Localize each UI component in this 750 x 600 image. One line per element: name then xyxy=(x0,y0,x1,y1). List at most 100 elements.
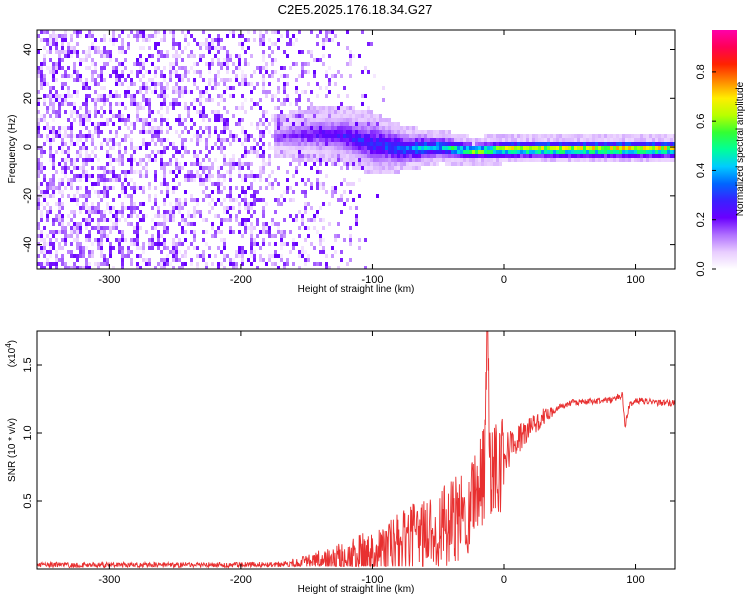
spectrogram-cell xyxy=(283,218,286,222)
spectrogram-cell xyxy=(43,62,46,66)
spectrogram-cell xyxy=(337,134,340,138)
spectrogram-cell xyxy=(85,234,88,238)
spectrogram-cell xyxy=(103,34,106,38)
spectrogram-cell xyxy=(46,66,49,70)
spectrogram-cell xyxy=(229,174,232,178)
spectrogram-cell xyxy=(85,206,88,210)
spectrogram-cell xyxy=(112,122,115,126)
spectrogram-cell xyxy=(301,122,304,126)
spectrogram-cell xyxy=(214,46,217,50)
spectrogram-cell xyxy=(193,150,196,154)
spectrogram-cell xyxy=(130,158,133,162)
spectrogram-cell xyxy=(202,178,205,182)
spectrogram-cell xyxy=(139,58,142,62)
spectrogram-cell xyxy=(166,94,169,98)
spectrogram-cell xyxy=(340,166,343,170)
spectrogram-cell xyxy=(604,138,607,142)
spectrogram-cell xyxy=(100,226,103,230)
spectrogram-cell xyxy=(73,238,76,242)
spectrogram-cell xyxy=(130,130,133,134)
spectrogram-cell xyxy=(223,162,226,166)
spectrogram-cell xyxy=(205,98,208,102)
spectrogram-cell xyxy=(337,42,340,46)
spectrogram-cell xyxy=(190,198,193,202)
spectrogram-cell xyxy=(130,238,133,242)
spectrogram-cell xyxy=(85,246,88,250)
spectrogram-cell xyxy=(289,118,292,122)
spectrogram-cell xyxy=(160,190,163,194)
spectrogram-cell xyxy=(193,98,196,102)
spectrogram-cell xyxy=(379,130,382,134)
spectrogram-cell xyxy=(271,222,274,226)
spectrogram-cell xyxy=(526,158,529,162)
spectrogram-cell xyxy=(172,190,175,194)
spectrogram-cell xyxy=(385,162,388,166)
spectrogram-cell xyxy=(670,138,673,142)
spectrogram-cell xyxy=(154,226,157,230)
spectrogram-cell xyxy=(160,258,163,262)
spectrogram-cell xyxy=(43,266,46,269)
spectrogram-cell xyxy=(334,138,337,142)
spectrogram-cell xyxy=(466,142,469,146)
spectrogram-cell xyxy=(154,222,157,226)
spectrogram-cell xyxy=(304,210,307,214)
spectrogram-cell xyxy=(97,202,100,206)
spectrogram-cell xyxy=(100,242,103,246)
spectrogram-cell xyxy=(256,234,259,238)
spectrogram-cell xyxy=(670,146,673,150)
spectrogram-cell xyxy=(37,166,40,170)
spectrogram-cell xyxy=(163,66,166,70)
spectrogram-cell xyxy=(55,38,58,42)
spectrogram-cell xyxy=(268,38,271,42)
spectrogram-cell xyxy=(163,162,166,166)
spectrogram-cell xyxy=(49,206,52,210)
spectrogram-cell xyxy=(61,206,64,210)
spectrogram-cell xyxy=(37,262,40,266)
spectrogram-cell xyxy=(229,262,232,266)
spectrogram-cell xyxy=(136,214,139,218)
spectrogram-cell xyxy=(37,34,40,38)
spectrogram-cell xyxy=(340,158,343,162)
spectrogram-cell xyxy=(46,214,49,218)
spectrogram-cell xyxy=(217,82,220,86)
spectrogram-cell xyxy=(349,158,352,162)
spectrogram-cell xyxy=(358,122,361,126)
spectrogram-cell xyxy=(274,178,277,182)
spectrogram-cell xyxy=(667,158,670,162)
spectrogram-cell xyxy=(319,170,322,174)
spectrogram-cell xyxy=(652,150,655,154)
spectrogram-cell xyxy=(46,94,49,98)
spectrogram-cell xyxy=(277,254,280,258)
spectrogram-cell xyxy=(304,258,307,262)
spectrogram-cell xyxy=(664,138,667,142)
spectrogram-cell xyxy=(217,174,220,178)
spectrogram-cell xyxy=(64,226,67,230)
spectrogram-cell xyxy=(64,126,67,130)
spectrogram-cell xyxy=(145,142,148,146)
spectrogram-cell xyxy=(97,134,100,138)
spectrogram-cell xyxy=(103,174,106,178)
spectrogram-cell xyxy=(640,146,643,150)
spectrogram-cell xyxy=(238,82,241,86)
spectrogram-cell xyxy=(235,74,238,78)
spectrogram-cell xyxy=(481,138,484,142)
spectrogram-cell xyxy=(229,94,232,98)
spectrogram-cell xyxy=(76,186,79,190)
spectrogram-cell xyxy=(67,74,70,78)
spectrogram-cell xyxy=(52,174,55,178)
spectrogram-cell xyxy=(184,162,187,166)
spectrogram-cell xyxy=(217,266,220,269)
spectrogram-cell xyxy=(556,134,559,138)
spectrogram-cell xyxy=(49,90,52,94)
spectrogram-cell xyxy=(316,118,319,122)
spectrogram-cell xyxy=(244,138,247,142)
spectrogram-cell xyxy=(283,262,286,266)
spectrogram-cell xyxy=(76,110,79,114)
spectrogram-cell xyxy=(337,150,340,154)
spectrogram-cell xyxy=(304,182,307,186)
spectrogram-cell xyxy=(340,114,343,118)
spectrogram-cell xyxy=(544,134,547,138)
spectrogram-cell xyxy=(97,126,100,130)
spectrogram-cell xyxy=(529,154,532,158)
spectrogram-cell xyxy=(592,154,595,158)
